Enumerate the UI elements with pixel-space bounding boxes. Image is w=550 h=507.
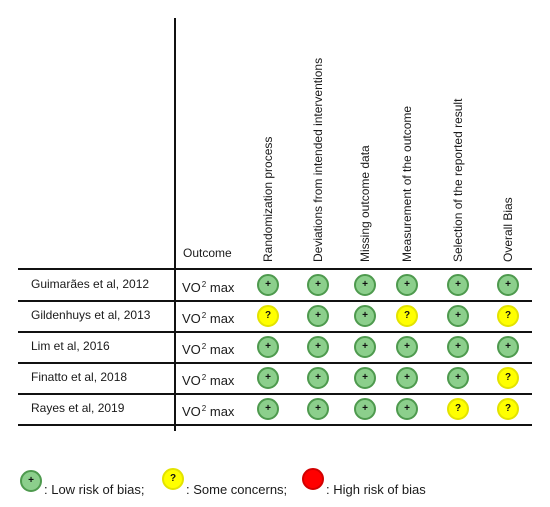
- rating-low-dot: +: [354, 274, 376, 296]
- rating-low-dot: +: [497, 274, 519, 296]
- rating-some-dot: ?: [497, 305, 519, 327]
- rating-low-dot: +: [396, 336, 418, 358]
- outcome-value: VO2 max: [182, 373, 235, 388]
- rating-low-dot: +: [307, 305, 329, 327]
- study-name: Guimarães et al, 2012: [31, 277, 150, 291]
- rating-low-dot: +: [396, 367, 418, 389]
- rating-low-dot: +: [257, 398, 279, 420]
- study-name: Lim et al, 2016: [31, 339, 110, 353]
- row-divider: [18, 331, 532, 333]
- rating-low-dot: +: [447, 367, 469, 389]
- rating-low-dot: +: [257, 274, 279, 296]
- rating-low-dot: +: [257, 336, 279, 358]
- domain-header: Deviations from intended interventions: [311, 57, 325, 262]
- rating-low-dot: +: [447, 336, 469, 358]
- rating-some-dot: ?: [447, 398, 469, 420]
- rating-some-dot: ?: [497, 398, 519, 420]
- outcome-column-header: Outcome: [183, 246, 232, 260]
- rating-low-dot: +: [447, 305, 469, 327]
- rating-some-dot: ?: [497, 367, 519, 389]
- rating-low-dot: +: [354, 367, 376, 389]
- domain-header: Overall Bias: [501, 197, 515, 262]
- study-name: Rayes et al, 2019: [31, 401, 125, 415]
- outcome-value: VO2 max: [182, 342, 235, 357]
- row-divider: [18, 393, 532, 395]
- domain-header: Randomization process: [261, 136, 275, 262]
- rating-low-dot: +: [307, 367, 329, 389]
- outcome-value: VO2 max: [182, 404, 235, 419]
- domain-header: Selection of the reported result: [451, 98, 465, 262]
- study-name: Finatto et al, 2018: [31, 370, 128, 384]
- row-divider: [18, 424, 532, 426]
- outcome-value: VO2 max: [182, 280, 235, 295]
- rating-low-dot: +: [257, 367, 279, 389]
- row-divider: [18, 362, 532, 364]
- header-divider-vertical: [174, 18, 176, 431]
- domain-header: Measurement of the outcome: [400, 105, 414, 262]
- rating-low-dot: +: [396, 274, 418, 296]
- outcome-value: VO2 max: [182, 311, 235, 326]
- row-divider: [18, 300, 532, 302]
- legend-some-dot: ?: [162, 468, 184, 490]
- rating-low-dot: +: [354, 336, 376, 358]
- rating-low-dot: +: [307, 274, 329, 296]
- domain-header: Missing outcome data: [358, 145, 372, 262]
- rating-low-dot: +: [307, 336, 329, 358]
- rating-low-dot: +: [396, 398, 418, 420]
- rating-low-dot: +: [497, 336, 519, 358]
- legend-low-text: : Low risk of bias;: [44, 482, 145, 497]
- rating-low-dot: +: [307, 398, 329, 420]
- rating-low-dot: +: [354, 305, 376, 327]
- rating-low-dot: +: [354, 398, 376, 420]
- legend-high-dot: [302, 468, 324, 490]
- study-name: Gildenhuys et al, 2013: [31, 308, 151, 322]
- legend-some-text: : Some concerns;: [186, 482, 288, 497]
- legend-high-text: : High risk of bias: [326, 482, 426, 497]
- rating-low-dot: +: [447, 274, 469, 296]
- rating-some-dot: ?: [257, 305, 279, 327]
- legend-low-dot: +: [20, 470, 42, 492]
- row-divider: [18, 268, 532, 270]
- rating-some-dot: ?: [396, 305, 418, 327]
